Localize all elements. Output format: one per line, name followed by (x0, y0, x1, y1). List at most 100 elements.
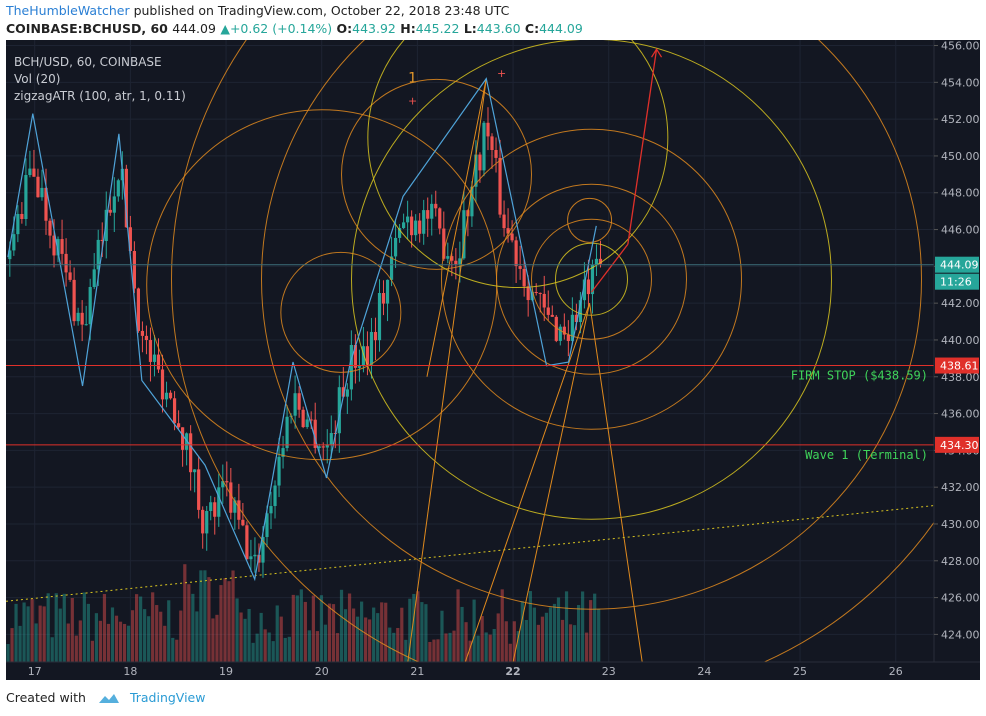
volume-bar (247, 608, 251, 662)
volume-bar (504, 621, 508, 662)
candle-body (92, 269, 96, 288)
candle-body (32, 168, 36, 177)
candle-body (470, 186, 474, 217)
tradingview-link[interactable]: TradingView (129, 690, 206, 705)
candle-body (357, 366, 362, 368)
candle-body (168, 392, 173, 399)
y-tick-label: 448.00 (941, 187, 980, 200)
candle-body (148, 340, 153, 362)
volume-bar (239, 612, 243, 662)
volume-bar (319, 595, 324, 662)
volume-bar (492, 629, 496, 662)
volume-bar (287, 636, 291, 662)
candle-body (434, 203, 438, 209)
volume-bar (122, 623, 127, 662)
fib-fan-line (407, 78, 487, 662)
volume-bar (593, 593, 597, 662)
candle-body (377, 293, 382, 341)
candle-body (562, 326, 566, 335)
candle-body (329, 433, 333, 445)
volume-bar (416, 591, 420, 662)
volume-bar (58, 608, 62, 662)
candle-body (36, 176, 40, 198)
projection-arrow-2 (627, 49, 658, 245)
candle-body (285, 416, 289, 449)
y-tick-label: 428.00 (941, 555, 980, 568)
volume-bar (291, 594, 295, 662)
level-label: Wave 1 (Terminal) (805, 448, 928, 462)
volume-bar (271, 641, 275, 662)
legend-indicator: zigzagATR (100, atr, 1, 0.11) (14, 89, 186, 103)
volume-bar (159, 611, 163, 662)
candle-body (225, 481, 229, 483)
volume-bar (86, 603, 90, 662)
volume-bar (183, 564, 187, 662)
candle-body (301, 409, 305, 428)
volume-bar (307, 630, 311, 662)
candle-body (478, 154, 482, 171)
candle-body (598, 258, 603, 264)
level-badge: 438.61 (940, 360, 979, 373)
candle-body (44, 187, 48, 221)
candle-body (136, 288, 141, 331)
y-tick-label: 442.00 (941, 297, 980, 310)
volume-bar (303, 601, 307, 662)
volume-bar (203, 570, 207, 662)
volume-bar (62, 593, 66, 662)
volume-bar (195, 611, 199, 662)
candle-body (450, 256, 454, 261)
candle-body (197, 469, 201, 510)
y-tick-label: 436.00 (941, 408, 980, 421)
volume-bar (215, 614, 219, 662)
volume-bar (360, 601, 364, 662)
volume-bar (171, 637, 175, 662)
volume-bar (114, 615, 119, 662)
volume-bar (118, 621, 123, 662)
grid (6, 40, 934, 662)
candle-body (20, 213, 24, 219)
candle-body (84, 324, 88, 326)
level-badge-bg (935, 357, 979, 374)
volume-bar (464, 622, 468, 662)
plus-marker: + (408, 94, 417, 107)
candle-body (442, 228, 446, 259)
price-chart[interactable]: 1 + + FIRM STOP ($438.59) Wave 1 (Terminal) 4… (6, 40, 980, 680)
close-value: 444.09 (539, 21, 583, 36)
volume-bar (243, 618, 247, 662)
candle-body (418, 220, 422, 234)
candle-body (393, 237, 398, 257)
chart-panel[interactable]: 1 + + FIRM STOP ($438.59) Wave 1 (Terminal) 4… (6, 40, 980, 680)
candle-body (534, 291, 538, 293)
candle-body (454, 260, 458, 265)
author-link[interactable]: TheHumbleWatcher (6, 3, 130, 18)
volume-bar (480, 616, 484, 662)
volume-bar (351, 608, 356, 662)
candle-body (237, 500, 241, 520)
low-value: 443.60 (476, 21, 521, 36)
candle-body (494, 150, 498, 158)
y-tick-label: 438.00 (941, 371, 980, 384)
candle-body (482, 122, 486, 171)
candle-body (317, 446, 321, 448)
current-price-badge: 444.09 (940, 259, 979, 272)
volume-bar (347, 593, 352, 662)
volume-bar (576, 605, 581, 662)
x-tick-label: 19 (219, 665, 233, 678)
volume-bar (46, 593, 50, 662)
volume-bar (126, 625, 131, 662)
y-tick-label: 432.00 (941, 481, 980, 494)
candle-body (209, 502, 213, 511)
candle-body (144, 335, 149, 341)
candle-body (48, 220, 52, 236)
candle-body (164, 392, 169, 400)
volume-bar (432, 639, 436, 662)
tradingview-logo-icon (98, 693, 119, 703)
candle-body (185, 433, 189, 450)
x-tick-label: 21 (410, 665, 424, 678)
publish-line: TheHumbleWatcher published on TradingVie… (6, 3, 509, 18)
candle-body (422, 210, 426, 234)
created-with-text: Created with (6, 690, 86, 705)
volume-bar (110, 607, 115, 662)
fib-circle (567, 197, 613, 243)
volume-bar (219, 585, 223, 662)
